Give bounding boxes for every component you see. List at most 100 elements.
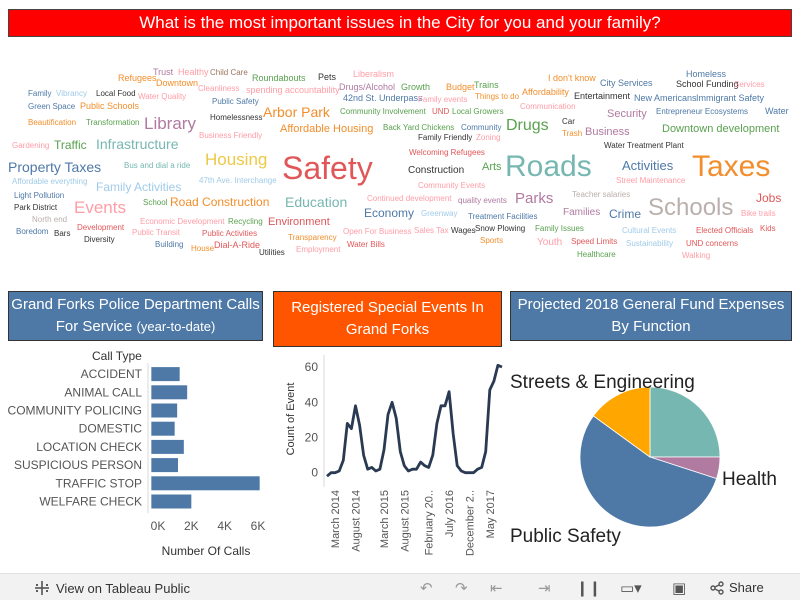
word-cloud-term[interactable]: Sports	[480, 237, 503, 245]
word-cloud-term[interactable]: Youth	[537, 238, 562, 248]
word-cloud-term[interactable]: Public Safety	[212, 98, 259, 106]
word-cloud-term[interactable]: Employment	[296, 246, 340, 254]
word-cloud-term[interactable]: UND	[432, 108, 449, 116]
word-cloud-term[interactable]: Treatment Facilities	[468, 213, 538, 221]
word-cloud-term[interactable]: Public Transit	[132, 229, 180, 237]
call-bar[interactable]	[151, 404, 177, 418]
word-cloud-term[interactable]: Back Yard Chickens	[383, 124, 454, 132]
word-cloud-term[interactable]: Child Care	[210, 69, 248, 77]
word-cloud-term[interactable]: Roads	[505, 152, 592, 182]
word-cloud-term[interactable]: Bars	[54, 230, 70, 238]
word-cloud-term[interactable]: Business	[585, 127, 630, 138]
word-cloud-term[interactable]: Sales Tax	[414, 227, 449, 235]
word-cloud-term[interactable]: Activities	[622, 159, 673, 172]
word-cloud-term[interactable]: Transformation	[86, 119, 140, 127]
word-cloud-term[interactable]: Library	[144, 115, 196, 132]
call-bar[interactable]	[151, 367, 179, 381]
word-cloud-term[interactable]: Growth	[401, 83, 430, 92]
word-cloud-term[interactable]: City Services	[600, 79, 653, 88]
call-bar[interactable]	[151, 476, 259, 490]
word-cloud-term[interactable]: 42nd St. Underpass	[343, 94, 423, 103]
word-cloud-term[interactable]: spending accountability	[246, 86, 340, 95]
pause-icon[interactable]: ❙❙	[576, 579, 601, 597]
events-series-line[interactable]	[327, 365, 502, 476]
word-cloud-term[interactable]: Utilities	[259, 249, 285, 257]
word-cloud-term[interactable]: Cleanliness	[198, 85, 239, 93]
word-cloud-term[interactable]: House	[191, 245, 214, 253]
word-cloud-term[interactable]: Open For Business	[343, 228, 411, 236]
word-cloud-term[interactable]: Family Issues	[535, 225, 584, 233]
word-cloud-term[interactable]: Business Friendly	[199, 132, 262, 140]
word-cloud-term[interactable]: Property Taxes	[8, 160, 101, 174]
word-cloud-term[interactable]: Economy	[364, 207, 414, 219]
word-cloud-term[interactable]: Snow Plowing	[475, 225, 525, 233]
word-cloud-term[interactable]: Water	[765, 107, 789, 116]
word-cloud-term[interactable]: quality events	[458, 197, 507, 205]
word-cloud-term[interactable]: Communication	[520, 103, 576, 111]
word-cloud-term[interactable]: Healthcare	[577, 251, 616, 259]
word-cloud-term[interactable]: Trash	[562, 130, 582, 138]
word-cloud-term[interactable]: Families	[563, 208, 600, 218]
word-cloud-term[interactable]: Drugs/Alcohol	[339, 83, 395, 92]
word-cloud-term[interactable]: Diversity	[84, 236, 115, 244]
word-cloud-term[interactable]: Community Events	[418, 182, 485, 190]
word-cloud-term[interactable]: Street Maintenance	[616, 177, 685, 185]
fullscreen-icon[interactable]: ▣	[672, 579, 686, 597]
word-cloud-term[interactable]: Public Activities	[202, 230, 257, 238]
download-icon[interactable]: ▭▾	[620, 579, 642, 597]
pie-slice[interactable]	[650, 387, 720, 457]
word-cloud-term[interactable]: Infrastructure	[96, 137, 178, 151]
word-cloud-term[interactable]: Welcoming Refugees	[409, 149, 485, 157]
call-bar[interactable]	[151, 458, 178, 472]
word-cloud-term[interactable]: Sustainability	[626, 240, 673, 248]
word-cloud-term[interactable]: Water Treatment Plant	[604, 142, 684, 150]
word-cloud-term[interactable]: Entertainment	[574, 92, 630, 101]
word-cloud-term[interactable]: School	[143, 199, 167, 207]
word-cloud-term[interactable]: Dial-A-Ride	[214, 241, 260, 250]
word-cloud-term[interactable]: Cultural Events	[622, 227, 676, 235]
word-cloud-term[interactable]: Jobs	[756, 192, 781, 204]
word-cloud-term[interactable]: Construction	[408, 166, 464, 176]
word-cloud-term[interactable]: Light Pollution	[14, 192, 64, 200]
word-cloud-term[interactable]: Security	[607, 109, 647, 120]
word-cloud-term[interactable]: I don't know	[548, 74, 596, 83]
word-cloud-term[interactable]: Gardening	[12, 142, 49, 150]
word-cloud-term[interactable]: Drugs	[506, 118, 549, 134]
word-cloud-term[interactable]: Trains	[474, 81, 499, 90]
redo-icon[interactable]: ↷	[455, 579, 468, 597]
word-cloud-term[interactable]: Entrepreneur Ecosystems	[656, 108, 748, 116]
word-cloud-term[interactable]: Family Friendly	[418, 134, 472, 142]
word-cloud-term[interactable]: Greenway	[421, 210, 457, 218]
word-cloud-term[interactable]: Bike trails	[741, 210, 776, 218]
word-cloud-term[interactable]: Green Space	[28, 103, 75, 111]
word-cloud-term[interactable]: Community Involvement	[340, 108, 426, 116]
word-cloud-term[interactable]: UND concerns	[686, 240, 738, 248]
view-on-tableau-link[interactable]: View on Tableau Public	[34, 580, 190, 596]
word-cloud-term[interactable]: Affordable everything	[12, 178, 87, 186]
word-cloud-term[interactable]: Economic Development	[140, 218, 224, 226]
word-cloud-term[interactable]: Liberalism	[353, 70, 394, 79]
word-cloud-term[interactable]: Family	[28, 90, 52, 98]
word-cloud-term[interactable]: Crime	[609, 208, 641, 220]
word-cloud-term[interactable]: Boredom	[16, 228, 48, 236]
word-cloud-term[interactable]: Continued development	[367, 195, 452, 203]
word-cloud-term[interactable]: Local Food	[96, 90, 136, 98]
call-bar[interactable]	[151, 422, 174, 436]
word-cloud-term[interactable]: Pets	[318, 73, 336, 82]
word-cloud-term[interactable]: Schools	[648, 196, 733, 220]
word-cloud-term[interactable]: Taxes	[692, 152, 770, 182]
word-cloud-term[interactable]: Beautification	[28, 119, 76, 127]
word-cloud-term[interactable]: Park District	[14, 204, 57, 212]
word-cloud-term[interactable]: Education	[285, 195, 347, 209]
word-cloud-term[interactable]: Healthy	[178, 68, 209, 77]
word-cloud-term[interactable]: Services	[734, 81, 765, 89]
word-cloud-term[interactable]: Community	[461, 124, 501, 132]
word-cloud-term[interactable]: Public Schools	[80, 102, 139, 111]
word-cloud-term[interactable]: Development	[77, 224, 124, 232]
word-cloud-term[interactable]: Homeless	[686, 70, 726, 79]
word-cloud-term[interactable]: North end	[32, 216, 67, 224]
word-cloud-term[interactable]: Affordable Housing	[280, 124, 373, 135]
forward-icon[interactable]: ⇥	[538, 579, 551, 597]
word-cloud-term[interactable]: Recycling	[228, 218, 263, 226]
word-cloud-term[interactable]: Things to do	[475, 93, 519, 101]
